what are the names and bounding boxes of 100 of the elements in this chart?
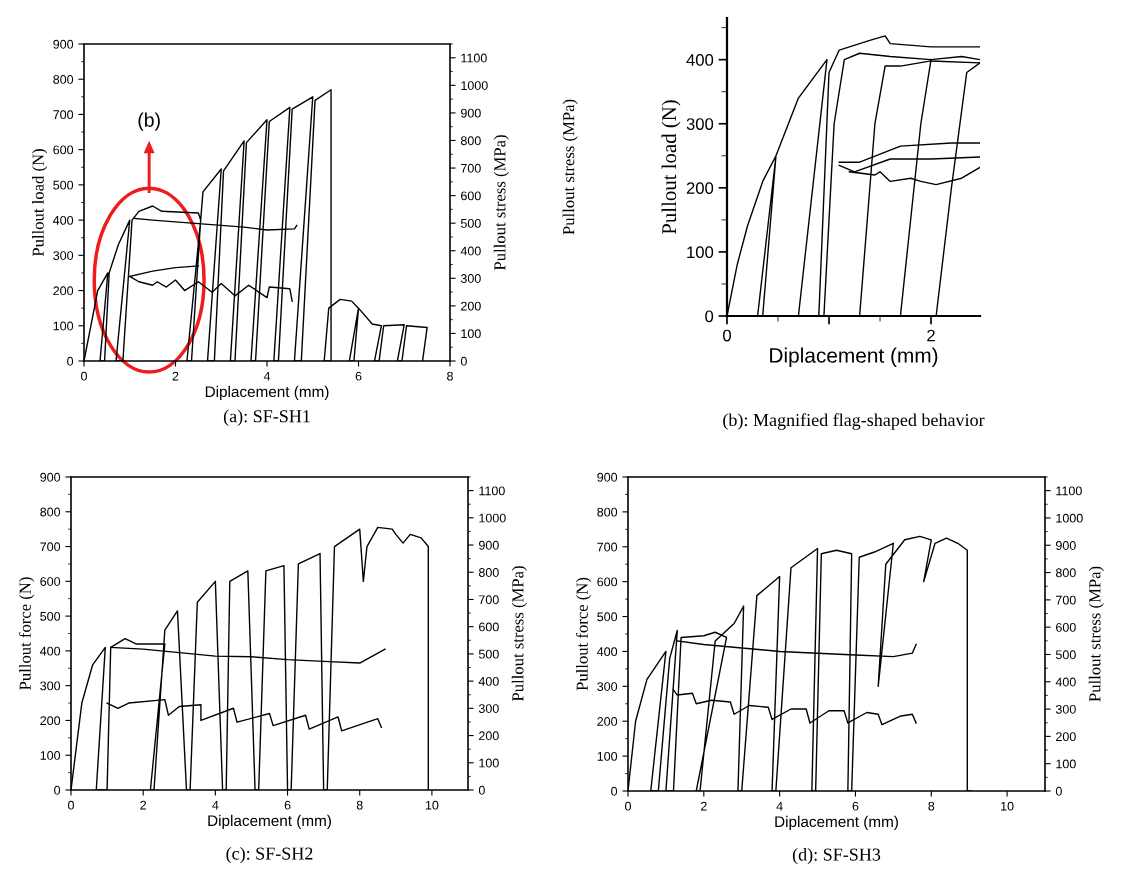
x-axis-title: Diplacement (mm) <box>205 385 329 401</box>
y-tick-label: 100 <box>40 751 61 760</box>
y-tick-label: 400 <box>686 54 714 66</box>
y2-tick-label: 0 <box>478 785 485 795</box>
y-tick-label: 100 <box>53 321 74 331</box>
y-tick-label: 0 <box>67 356 74 366</box>
y-axis-title: Pullout load (N) <box>32 149 48 257</box>
text: (d): SF-SH3 <box>792 847 881 865</box>
y2-axis-title: Pullout stress (MPa) <box>493 135 509 271</box>
y-tick-label: 700 <box>53 110 74 120</box>
x-tick-label: 4 <box>263 371 271 381</box>
y-axis-title: Pullout force (N) <box>18 577 35 690</box>
y-tick-label: 500 <box>40 611 61 621</box>
y2-tick-label: 1100 <box>461 53 487 63</box>
y2-tick-label: 400 <box>1055 677 1076 687</box>
y-tick-label: 200 <box>53 286 74 296</box>
y-tick-label: 0 <box>611 786 618 796</box>
y2-tick-label: 600 <box>479 622 499 632</box>
y-tick-label: 200 <box>597 717 618 726</box>
y2-tick-label: 600 <box>461 191 481 201</box>
y-tick-label: 800 <box>40 507 61 517</box>
x-tick-label: 2 <box>140 800 147 810</box>
x-tick-label: 6 <box>284 800 291 810</box>
y2-tick-label: 700 <box>1056 595 1076 605</box>
x-tick-label: 4 <box>212 800 219 810</box>
y-tick-label: 600 <box>53 145 74 155</box>
text: (c): SF-SH2 <box>226 846 313 864</box>
y-tick-label: 200 <box>686 182 714 195</box>
x-tick-label: 2 <box>172 371 179 381</box>
x-tick-label: 8 <box>928 801 935 811</box>
y-tick-label: 400 <box>597 647 618 657</box>
y-tick-label: 0 <box>54 785 61 795</box>
text: (b): Magnified flag-shaped behavior <box>723 413 985 430</box>
y-tick-label: 0 <box>705 310 714 323</box>
x-tick-label: 8 <box>356 800 363 810</box>
y2-tick-label: 800 <box>1055 568 1076 578</box>
y-tick-label: 300 <box>40 681 61 691</box>
y-tick-label: 900 <box>40 472 61 482</box>
y2-tick-label: 500 <box>1055 650 1076 660</box>
x-axis-title: Diplacement (mm) <box>775 815 898 831</box>
y2-tick-label: 900 <box>1056 541 1076 550</box>
y2-tick-label: 100 <box>461 329 481 339</box>
y-tick-label: 200 <box>40 716 61 726</box>
x-tick-label: 10 <box>1001 801 1014 811</box>
x-axis-title: Diplacement (mm) <box>770 347 938 367</box>
y2-tick-label: 1000 <box>461 81 488 90</box>
y2-tick-label: 200 <box>1056 732 1076 742</box>
y2-tick-label: 0 <box>1055 786 1062 796</box>
y2-tick-label: 400 <box>460 246 481 256</box>
y-axis-title: Pullout force (N) <box>575 577 592 691</box>
x-tick-label: 10 <box>425 800 439 810</box>
y2-tick-label: 0 <box>460 356 467 366</box>
y-tick-label: 600 <box>597 577 618 587</box>
y2-tick-label: 900 <box>479 540 499 550</box>
y2-tick-label: 800 <box>460 136 481 146</box>
x-tick-label: 4 <box>776 801 783 811</box>
y-tick-label: 300 <box>597 682 618 691</box>
y2-tick-label: 1100 <box>479 486 505 496</box>
x-tick-label: 6 <box>355 371 362 381</box>
y-tick-label: 500 <box>597 612 618 622</box>
y-tick-label: 900 <box>53 39 74 49</box>
x-tick-label: 2 <box>927 329 935 342</box>
y2-tick-label: 200 <box>479 731 499 741</box>
y-tick-label: 400 <box>40 646 61 656</box>
y2-tick-label: 900 <box>461 108 481 118</box>
y-tick-label: 500 <box>53 180 74 190</box>
y-tick-label: 400 <box>53 215 74 225</box>
y2-axis-title: Pullout stress (MPa) <box>1088 566 1104 702</box>
y-tick-label: 100 <box>597 751 618 761</box>
y-tick-label: 700 <box>597 542 618 552</box>
y2-tick-label: 1000 <box>1056 513 1083 523</box>
y2-tick-label: 300 <box>478 704 499 713</box>
y2-tick-label: 300 <box>460 274 481 283</box>
x-tick-label: 2 <box>700 801 707 811</box>
y2-tick-label: 1100 <box>1056 486 1082 496</box>
x-tick-label: 6 <box>852 801 859 811</box>
y-tick-label: 800 <box>597 507 618 517</box>
y2-axis-title: Pullout stress (MPa) <box>511 566 527 702</box>
y-axis-title: Pullout load (N) <box>661 100 681 235</box>
y2-tick-label: 400 <box>478 676 499 686</box>
y2-tick-label: 500 <box>478 649 499 659</box>
y2-tick-label: 1000 <box>479 513 506 523</box>
x-tick-label: 0 <box>625 801 631 811</box>
y2-tick-label: 700 <box>479 595 499 605</box>
y2-tick-label: 100 <box>1056 759 1076 769</box>
y-tick-label: 300 <box>53 251 74 260</box>
y2-tick-label: 100 <box>479 758 499 768</box>
x-axis-title: Diplacement (mm) <box>208 814 331 830</box>
annotation: (b) <box>138 112 160 131</box>
y2-tick-label: 600 <box>1056 622 1076 632</box>
x-tick-label: 0 <box>81 371 87 381</box>
y2-tick-label: 700 <box>461 163 481 173</box>
y2-tick-label: 200 <box>461 301 481 311</box>
y2-axis-title: Pullout stress (MPa) <box>562 99 578 235</box>
x-tick-label: 8 <box>447 371 453 381</box>
y-tick-label: 100 <box>687 246 714 259</box>
text: (a): SF-SH1 <box>223 409 310 426</box>
y-tick-label: 600 <box>40 577 61 586</box>
y2-tick-label: 500 <box>460 218 481 228</box>
y-tick-label: 900 <box>597 472 618 482</box>
